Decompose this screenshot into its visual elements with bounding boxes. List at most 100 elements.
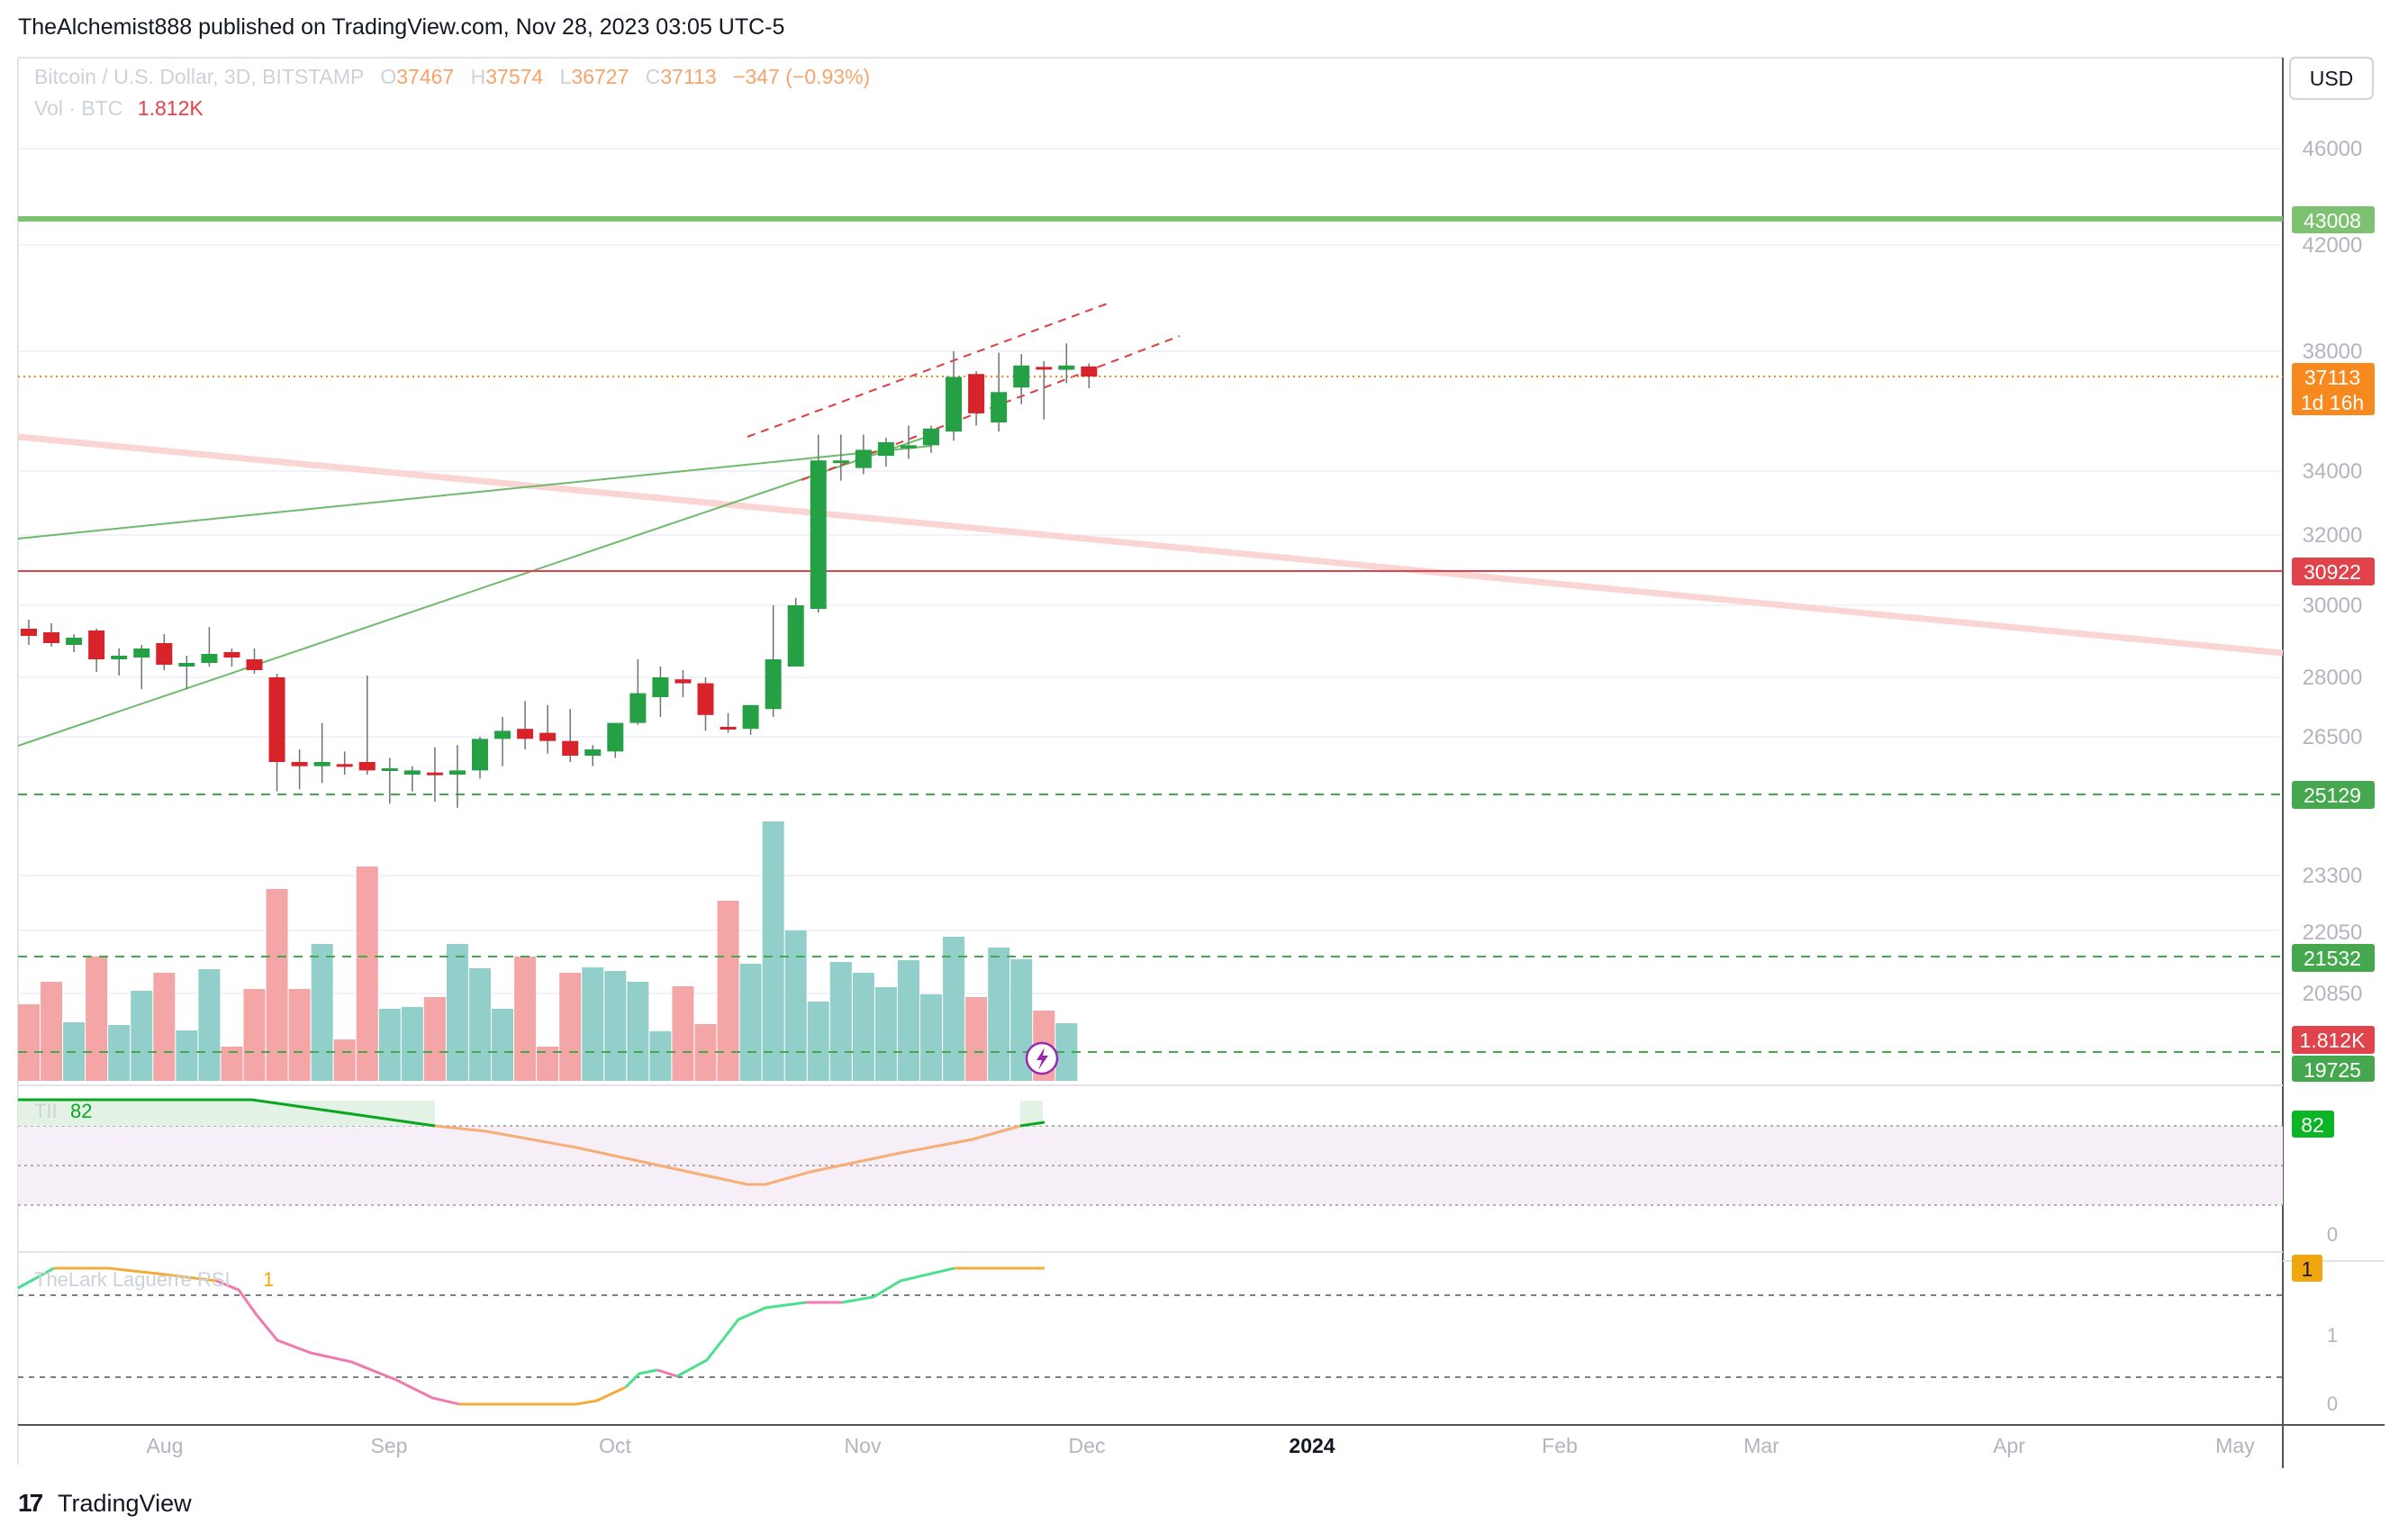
candle (43, 623, 60, 647)
price-tick-label: 30000 (2303, 594, 2363, 618)
svg-text:30922: 30922 (2304, 560, 2361, 584)
publisher-header: TheAlchemist888 published on TradingView… (18, 14, 784, 40)
volume-bar (378, 1009, 401, 1081)
candle (787, 597, 804, 667)
tii-line-orange (434, 1124, 1021, 1186)
change-value: −347 (−0.93%) (733, 65, 870, 88)
candle-body (1013, 365, 1030, 388)
volume-bars (18, 821, 1078, 1081)
candle-body (787, 605, 804, 667)
rsi-line-green-up (676, 1301, 807, 1378)
candle-body (855, 449, 872, 468)
replay-lightning-button[interactable] (1025, 1041, 1059, 1075)
volume-bar (356, 866, 378, 1081)
candle (268, 674, 285, 792)
svg-text:1d 16h: 1d 16h (2301, 391, 2364, 414)
lower-rising-trendline (17, 434, 933, 747)
rsi-line-green-top (841, 1266, 955, 1304)
tradingview-logo[interactable]: 17 TradingView (18, 1489, 192, 1517)
descending-trendline (17, 433, 2284, 657)
svg-text:1: 1 (2302, 1257, 2313, 1281)
volume-bar (920, 994, 942, 1081)
time-axis-label: Aug (147, 1434, 184, 1457)
price-tick-label: 23300 (2303, 864, 2363, 888)
candle (291, 749, 308, 790)
svg-text:1.812K: 1.812K (2300, 1029, 2367, 1052)
candle-body (426, 772, 443, 776)
open-label: O (380, 65, 396, 88)
volume-bar (243, 989, 266, 1081)
volume-bar (176, 1030, 198, 1081)
volume-bar (446, 944, 468, 1081)
upper-rising-trendline (17, 445, 933, 540)
volume-bar (492, 1009, 514, 1081)
candle-body (246, 659, 263, 670)
price-tick-label: 22050 (2303, 921, 2363, 945)
volume-bar (807, 1002, 829, 1081)
candle-body (21, 629, 37, 636)
time-axis-label: Nov (845, 1434, 882, 1457)
rsi-line-green-start (17, 1266, 55, 1290)
candle-body (291, 762, 308, 766)
candle-body (336, 764, 353, 767)
candle (313, 722, 330, 784)
currency-button[interactable] (2289, 57, 2374, 100)
volume-bar (852, 973, 874, 1081)
price-axis-ticks: 46000 42000 38000 34000 32000 30000 28000 26500… (2303, 137, 2363, 1415)
candle (133, 645, 150, 690)
candle-body (448, 770, 466, 776)
candle (562, 709, 579, 763)
candle-body (674, 679, 692, 684)
candle (1058, 343, 1075, 384)
laguerre-rsi-pane: TheLark Laguerre RSI 1 (17, 1266, 2283, 1406)
time-axis: Aug Sep Oct Nov Dec 2024 Feb Mar Apr May (147, 1434, 2256, 1457)
volume-bar (604, 971, 627, 1081)
rsi-tick-label: 0 (2327, 1392, 2338, 1415)
volume-bar (401, 1007, 423, 1081)
candle-body (223, 652, 240, 658)
volume-bar (582, 967, 604, 1081)
candle (448, 745, 466, 808)
tii-pane: TII 82 (18, 1098, 2283, 1206)
tii-value: 82 (70, 1100, 92, 1122)
volume-bar (874, 987, 897, 1081)
candle-body (877, 441, 894, 457)
volume-bar (988, 948, 1010, 1081)
price-tick-label: 38000 (2303, 340, 2363, 364)
candle-body (832, 460, 849, 464)
tag-support-low: 25129 (2292, 781, 2375, 809)
candle (66, 634, 83, 652)
volume-bar (311, 944, 333, 1081)
candle (877, 437, 894, 467)
candle (494, 717, 511, 766)
price-grid (18, 148, 2283, 994)
volume-bar (717, 901, 739, 1081)
channel-upper-line (747, 301, 1113, 438)
tag-level-19725: 19725 (2292, 1056, 2375, 1082)
candle-body (991, 392, 1008, 423)
candle-body (539, 732, 557, 741)
volume-bar (131, 991, 153, 1081)
volume-bar (784, 930, 807, 1081)
candle (697, 677, 714, 731)
candle (968, 371, 985, 426)
candle (991, 352, 1008, 432)
candle (156, 634, 173, 670)
candle (201, 627, 218, 667)
price-axis[interactable]: USD (2289, 57, 2374, 100)
rsi-label: TheLark Laguerre RSI (34, 1268, 231, 1291)
svg-text:Vol · BTC 1.812K: Vol · BTC 1.812K (34, 96, 204, 120)
candle-body (742, 704, 759, 730)
symbol-name: Bitcoin / U.S. Dollar, 3D, BITSTAMP (34, 65, 364, 88)
candle (652, 667, 669, 717)
time-axis-label: Feb (1542, 1434, 1578, 1457)
candle (539, 704, 557, 754)
candle (629, 659, 647, 725)
close-value: 37113 (660, 65, 716, 88)
rsi-line-pink-down (215, 1279, 460, 1406)
tii-line-green-end (1019, 1120, 1046, 1128)
candle (923, 425, 939, 453)
